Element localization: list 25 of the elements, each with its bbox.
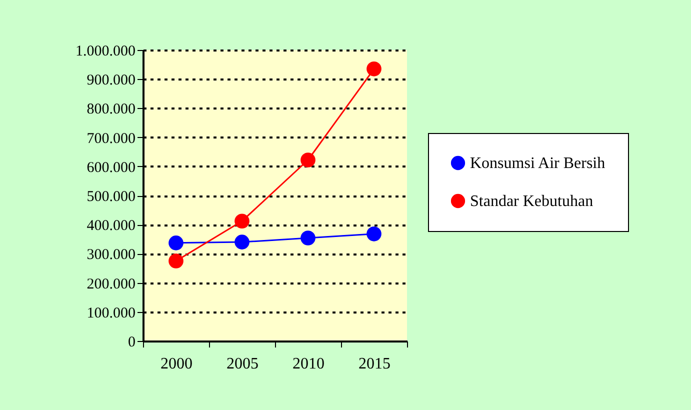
y-tick-label: 700.000 [86, 130, 136, 147]
point [168, 236, 184, 250]
y-tick-label: 800.000 [86, 102, 136, 118]
y-tick-label: 200.000 [86, 276, 136, 292]
y-tick-label: 100.000 [86, 305, 136, 322]
point [234, 234, 250, 250]
x-tick-label: 2015 [358, 356, 390, 372]
legend-label: Konsumsi Air Bersih [470, 155, 606, 172]
y-tick-label: 300.000 [86, 247, 136, 264]
point [366, 226, 382, 242]
x-tick-label: 2010 [292, 356, 324, 372]
y-tick-label: 600.000 [86, 160, 136, 176]
x-tick-label: 2000 [160, 356, 192, 372]
point [168, 254, 184, 268]
point [300, 152, 316, 168]
y-tick-label: 500.000 [86, 189, 136, 205]
point [300, 230, 316, 246]
point [234, 214, 250, 229]
y-tick-label: 900.000 [86, 72, 136, 89]
y-tick-label: 400.000 [86, 218, 136, 234]
point [366, 62, 382, 76]
legend-label: Standar Kebutuhan [470, 193, 594, 210]
x-tick-label: 2005 [226, 356, 258, 372]
y-tick-label: 1.000.000 [76, 44, 136, 60]
y-tick-label: 0 [128, 334, 136, 350]
